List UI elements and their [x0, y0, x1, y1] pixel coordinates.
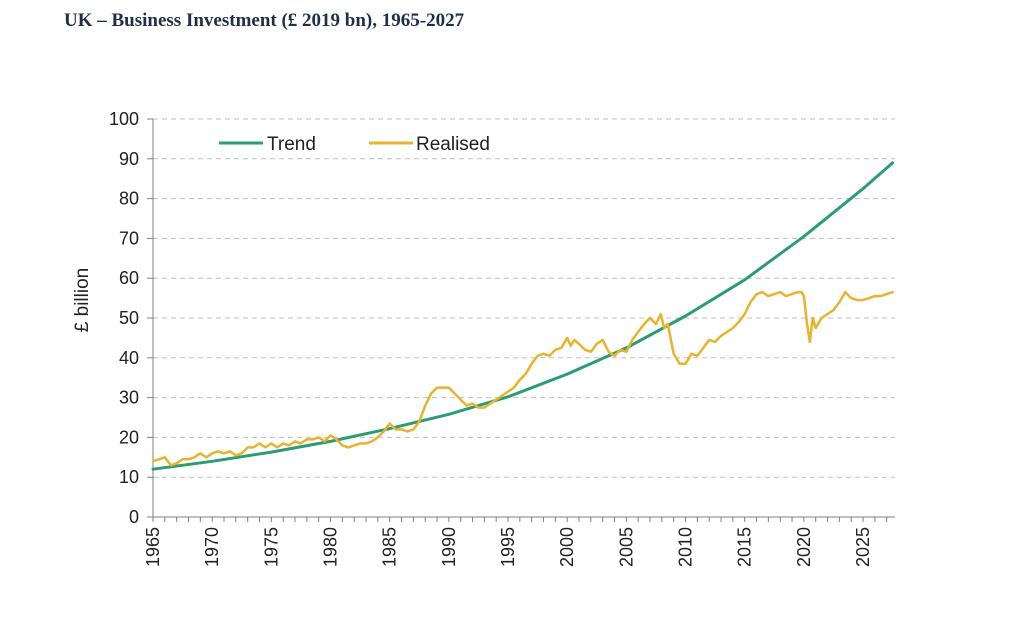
y-tick-label: 70: [119, 228, 139, 248]
x-tick-label: 2000: [557, 527, 577, 567]
y-tick-label: 40: [119, 348, 139, 368]
y-tick-label: 100: [109, 109, 139, 129]
x-tick-labels: 1965 1970 1975 1980 1985 1990 1995 2000 2005 2010…: [143, 527, 873, 567]
x-tick-label: 1980: [321, 527, 341, 567]
series-line-realised: [151, 290, 894, 467]
y-tick-label: 0: [129, 507, 139, 527]
y-tick-label: 30: [119, 388, 139, 408]
x-tick-label: 2010: [676, 527, 696, 567]
y-tick-label: 60: [119, 268, 139, 288]
y-tick-label: 80: [119, 189, 139, 209]
y-tick-label: 50: [119, 308, 139, 328]
x-tick-label: 1990: [439, 527, 459, 567]
x-tick-label: 1985: [380, 527, 400, 567]
grid-lines: [153, 118, 895, 478]
chart-title: UK – Business Investment (£ 2019 bn), 19…: [64, 10, 465, 31]
x-tick-label: 1970: [202, 527, 222, 567]
series-lines: [151, 161, 895, 471]
x-tick-label: 2025: [853, 527, 873, 567]
y-tick-label: 90: [119, 149, 139, 169]
x-tick-label: 1995: [498, 527, 518, 567]
legend-label-realised: Realised: [416, 134, 490, 155]
x-tick-label: 1975: [261, 527, 281, 567]
legend-label-trend: Trend: [267, 134, 316, 155]
y-tick-label: 10: [119, 467, 139, 487]
x-tick-label: 1965: [143, 527, 163, 567]
y-axis-label: £ billion: [72, 268, 93, 332]
x-tick-label: 2015: [735, 527, 755, 567]
legend: Trend Realised: [219, 134, 490, 155]
x-tick-label: 2020: [794, 527, 814, 567]
y-tick-labels: 0 10 20 30 40 50 60 70 80 90 100: [109, 109, 139, 527]
y-tick-label: 20: [119, 427, 139, 447]
x-tick-label: 2005: [616, 527, 636, 567]
series-line-trend: [151, 161, 895, 471]
axes: [147, 118, 895, 522]
